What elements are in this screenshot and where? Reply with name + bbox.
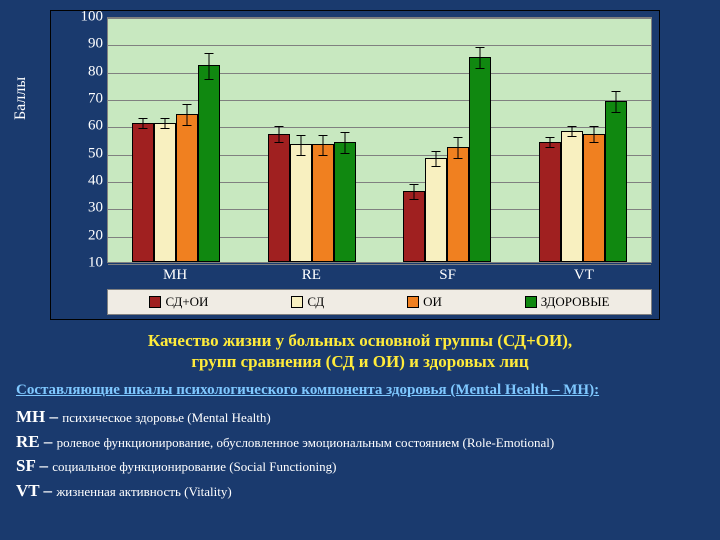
bar — [334, 142, 356, 262]
bar-groups — [108, 18, 651, 262]
definitions: MH – психическое здоровье (Mental Health… — [16, 405, 706, 504]
bar — [268, 134, 290, 262]
group-RE — [244, 18, 380, 262]
ytick: 40 — [75, 173, 103, 190]
error-bar — [550, 137, 551, 148]
bar — [605, 101, 627, 262]
legend-label: ЗДОРОВЫЕ — [541, 294, 610, 310]
error-bar — [186, 104, 187, 126]
bar — [312, 144, 334, 262]
xlabel: MH — [107, 267, 243, 284]
caption-line2: групп сравнения (СД и ОИ) и здоровых лиц — [191, 352, 528, 371]
error-bar — [142, 118, 143, 129]
legend-swatch — [525, 296, 537, 308]
caption: Качество жизни у больных основной группы… — [0, 330, 720, 373]
caption-line1: Качество жизни у больных основной группы… — [148, 331, 572, 350]
error-bar — [458, 137, 459, 159]
x-labels: MHRESFVT — [107, 267, 652, 284]
xlabel: VT — [516, 267, 652, 284]
bar — [561, 131, 583, 262]
ytick: 70 — [75, 91, 103, 108]
xlabel: RE — [243, 267, 379, 284]
error-bar — [480, 47, 481, 69]
ytick: 20 — [75, 227, 103, 244]
legend-label: СД — [307, 294, 324, 310]
y-axis-label: Баллы — [12, 77, 30, 120]
bar — [583, 134, 605, 262]
definition-desc: социальное функционирование (Social Func… — [52, 459, 336, 474]
definition-row: MH – психическое здоровье (Mental Health… — [16, 405, 706, 430]
group-VT — [515, 18, 651, 262]
bar — [132, 123, 154, 262]
definition-abbr: MH – — [16, 407, 62, 426]
error-bar — [300, 135, 301, 157]
ytick: 10 — [75, 255, 103, 272]
bar — [154, 123, 176, 262]
definition-row: SF – социальное функционирование (Social… — [16, 454, 706, 479]
definition-row: VT – жизненная активность (Vitality) — [16, 479, 706, 504]
definition-abbr: SF – — [16, 456, 52, 475]
bar — [469, 57, 491, 262]
error-bar — [322, 135, 323, 157]
legend: СД+ОИ СД ОИ ЗДОРОВЫЕ — [107, 289, 652, 315]
legend-swatch — [149, 296, 161, 308]
definition-desc: психическое здоровье (Mental Health) — [62, 410, 270, 425]
error-bar — [414, 184, 415, 200]
definition-abbr: RE – — [16, 432, 57, 451]
error-bar — [208, 53, 209, 80]
subheading: Составляющие шкалы психологического комп… — [16, 382, 706, 399]
legend-label: СД+ОИ — [165, 294, 208, 310]
legend-swatch — [291, 296, 303, 308]
legend-item: ЗДОРОВЫЕ — [525, 294, 610, 310]
ytick: 60 — [75, 118, 103, 135]
ytick: 90 — [75, 36, 103, 53]
error-bar — [344, 132, 345, 154]
bar — [290, 144, 312, 262]
ytick: 50 — [75, 145, 103, 162]
chart-container: 10 20 30 40 50 60 70 80 90 100 MHRESFVT СД+ОИ СД ОИ… — [50, 10, 660, 320]
bar — [176, 114, 198, 262]
error-bar — [436, 151, 437, 167]
definition-row: RE – ролевое функционирование, обусловле… — [16, 430, 706, 455]
bar — [539, 142, 561, 262]
legend-item: СД — [291, 294, 324, 310]
bar — [403, 191, 425, 262]
legend-item: СД+ОИ — [149, 294, 208, 310]
ytick: 30 — [75, 200, 103, 217]
bar — [447, 147, 469, 262]
plot-area — [107, 17, 652, 263]
legend-swatch — [407, 296, 419, 308]
error-bar — [594, 126, 595, 142]
legend-item: ОИ — [407, 294, 442, 310]
error-bar — [278, 126, 279, 142]
ytick: 100 — [75, 9, 103, 26]
definition-desc: жизненная активность (Vitality) — [56, 484, 231, 499]
error-bar — [164, 118, 165, 129]
group-MH — [108, 18, 244, 262]
bar — [198, 65, 220, 262]
error-bar — [572, 126, 573, 137]
definition-desc: ролевое функционирование, обусловленное … — [57, 435, 555, 450]
xlabel: SF — [380, 267, 516, 284]
definition-abbr: VT – — [16, 481, 56, 500]
legend-label: ОИ — [423, 294, 442, 310]
bar — [425, 158, 447, 262]
group-SF — [380, 18, 516, 262]
ytick: 80 — [75, 63, 103, 80]
error-bar — [616, 91, 617, 113]
